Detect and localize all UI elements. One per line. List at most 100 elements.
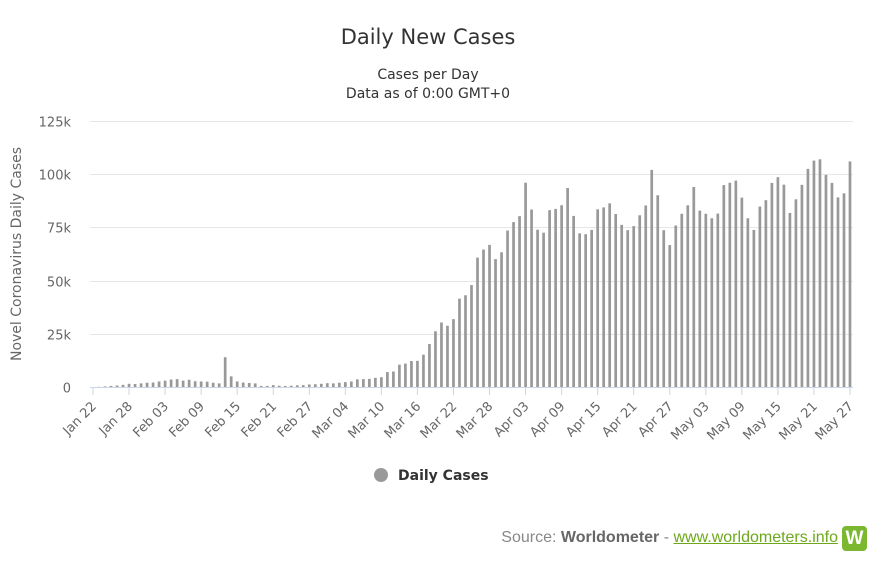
bar (301, 385, 305, 387)
bar (764, 200, 768, 387)
bar (229, 376, 233, 387)
bar (145, 382, 149, 387)
bar (356, 379, 359, 387)
y-tick-label: 125k (39, 116, 72, 131)
bar (349, 381, 353, 387)
bar (836, 197, 840, 387)
bar (566, 188, 569, 387)
bar (446, 325, 449, 387)
bar (139, 383, 143, 387)
bar (331, 383, 335, 387)
bar (578, 233, 581, 387)
bar (277, 385, 281, 387)
bar (644, 205, 648, 387)
bar (692, 186, 696, 387)
worldometer-logo-icon[interactable]: W (842, 526, 867, 551)
bar (392, 371, 395, 387)
x-tick-label: Mar 16 (382, 399, 425, 442)
x-tick-label: Jan 28 (96, 399, 136, 439)
source-name: Worldometer (560, 529, 660, 546)
bar (740, 197, 744, 387)
y-axis-title: Novel Coronavirus Daily Cases (9, 147, 25, 361)
bar (404, 363, 407, 387)
bar (488, 244, 491, 387)
y-axis-tick-labels: 0 25k 50k 75k 100k 125k (39, 116, 72, 397)
bar (506, 230, 509, 387)
legend-symbol-daily-cases (374, 468, 388, 482)
x-axis-ticks (92, 387, 851, 395)
bar (608, 203, 612, 387)
bar (289, 385, 293, 387)
bar (416, 360, 419, 387)
x-tick-label: Mar 04 (310, 399, 353, 442)
bar (223, 357, 227, 387)
bar (638, 215, 642, 387)
bar (428, 344, 431, 387)
bar (656, 195, 660, 387)
bar (115, 385, 119, 387)
bar (458, 298, 461, 387)
bar (680, 213, 684, 387)
chart-subtitle-line-2: Data as of 0:00 GMT+0 (346, 86, 510, 102)
bar (422, 354, 425, 387)
legend[interactable]: Daily Cases (374, 468, 489, 484)
x-tick-label: Mar 22 (418, 399, 461, 442)
bar (650, 169, 654, 387)
bar (776, 177, 780, 387)
bar (788, 212, 792, 387)
bar (626, 230, 630, 387)
bar (794, 199, 798, 387)
bar (253, 383, 257, 387)
bar (133, 384, 137, 387)
bar (698, 210, 702, 387)
bar (205, 381, 209, 387)
bar (758, 206, 762, 387)
bar (482, 249, 485, 387)
bar (716, 213, 720, 387)
bar (830, 182, 834, 387)
bar (380, 377, 383, 387)
x-tick-label: May 27 (813, 399, 857, 443)
bar (542, 232, 545, 387)
bar (313, 384, 317, 387)
bar (536, 229, 539, 387)
bar (494, 259, 497, 387)
bar (410, 361, 413, 387)
bar (271, 385, 275, 387)
bar (770, 182, 774, 387)
bar (554, 208, 557, 387)
bar (674, 225, 678, 387)
bar (163, 380, 167, 387)
bar (325, 383, 329, 387)
bar (848, 161, 852, 387)
y-tick-label: 25k (47, 329, 72, 344)
x-tick-label: May 09 (704, 399, 748, 443)
bar (632, 226, 636, 387)
bar (283, 385, 287, 387)
bar (806, 168, 810, 387)
x-tick-label: Feb 27 (275, 399, 317, 441)
bar (121, 384, 125, 387)
bar (572, 215, 575, 387)
bar (470, 285, 473, 387)
bar (746, 218, 750, 387)
bar (181, 380, 185, 387)
x-tick-label: Feb 09 (166, 399, 208, 441)
bar (368, 378, 371, 387)
bar (812, 160, 816, 387)
bar (241, 382, 245, 387)
bar (319, 383, 323, 387)
bar (157, 381, 161, 387)
x-tick-label: Jan 22 (60, 399, 100, 439)
bar (169, 379, 173, 387)
bar (722, 185, 726, 387)
bar (109, 385, 113, 387)
bar (818, 159, 822, 387)
bars (97, 159, 852, 387)
bar (175, 379, 179, 387)
bar (560, 205, 563, 387)
source-link[interactable]: www.worldometers.info (673, 529, 839, 546)
bar (728, 182, 732, 387)
